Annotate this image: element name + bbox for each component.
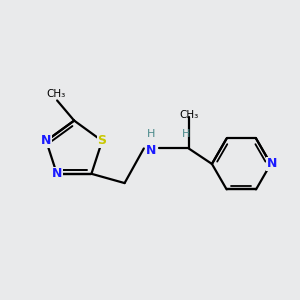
Text: CH₃: CH₃ bbox=[46, 89, 65, 99]
Text: CH₃: CH₃ bbox=[179, 110, 198, 120]
Text: N: N bbox=[146, 143, 157, 157]
Text: H: H bbox=[147, 129, 156, 139]
Text: H: H bbox=[182, 129, 190, 139]
Text: S: S bbox=[98, 134, 106, 147]
Text: N: N bbox=[41, 134, 51, 147]
Text: N: N bbox=[52, 167, 62, 180]
Text: N: N bbox=[267, 158, 278, 170]
